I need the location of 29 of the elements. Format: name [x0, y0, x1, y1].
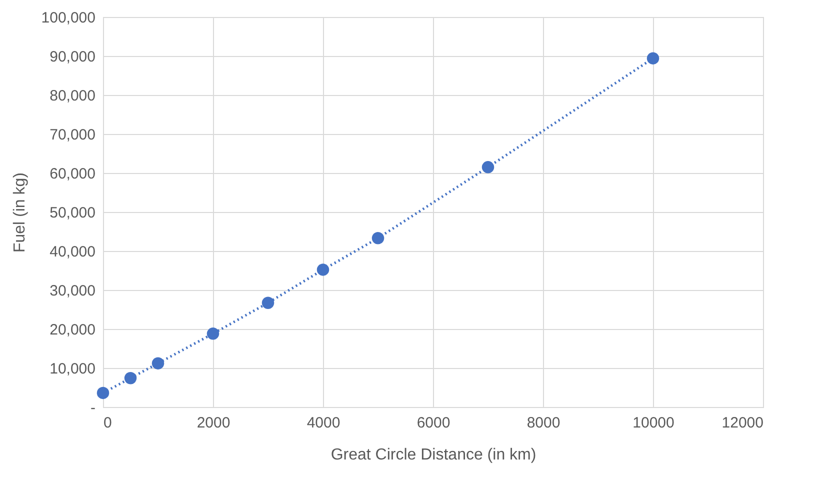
point [124, 372, 137, 384]
x-tick-label: 2000 [196, 414, 230, 432]
point [372, 232, 384, 244]
y-tick-label: 10,000 [50, 360, 96, 378]
point [262, 296, 274, 309]
x-tick-label: 12000 [722, 414, 764, 432]
y-tick-label: 100,000 [41, 10, 96, 26]
x-tick-label: 4000 [306, 414, 340, 432]
x-axis-title: Great Circle Distance (in km) [330, 446, 536, 464]
y-tick-label: 70,000 [50, 126, 96, 144]
x-tick-label: 8000 [526, 414, 560, 432]
point [96, 386, 110, 400]
point [482, 161, 494, 174]
y-tick-label: - [90, 400, 96, 416]
x-tick-label: 10000 [632, 414, 674, 432]
point [316, 264, 330, 276]
point [206, 328, 220, 340]
y-tick-label: 90,000 [50, 48, 96, 66]
y-tick-label: 40,000 [50, 244, 96, 260]
y-tick-label: 50,000 [50, 204, 96, 222]
y-tick-label: 80,000 [50, 88, 96, 104]
point [646, 52, 660, 64]
y-tick-label: 30,000 [50, 282, 96, 300]
x-tick-label: 0 [104, 414, 112, 432]
y-tick-label: 60,000 [50, 166, 96, 182]
x-tick-label: 6000 [416, 414, 450, 432]
y-tick-label: 20,000 [50, 322, 96, 338]
point [152, 357, 164, 370]
y-axis-title: Fuel (in kg) [11, 172, 28, 253]
